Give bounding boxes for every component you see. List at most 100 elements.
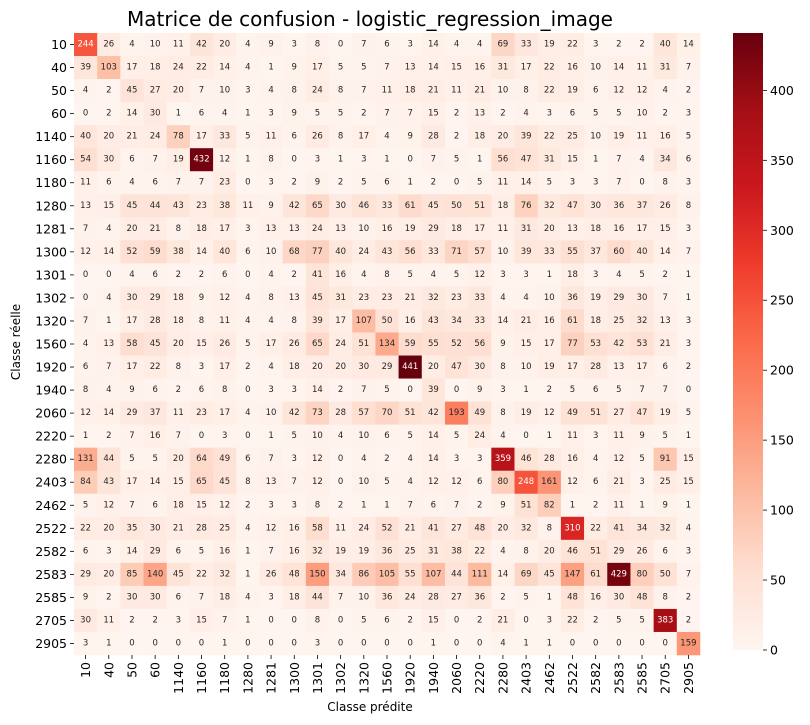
heatmap-cell: [329, 217, 353, 241]
heatmap-cell: [189, 171, 214, 195]
heatmap-cell: [560, 33, 585, 57]
heatmap-cell: [213, 102, 237, 126]
cell-value: 22: [544, 132, 555, 142]
cell-value: 4: [361, 270, 366, 280]
heatmap-cell: [189, 424, 214, 448]
cell-value: 27: [150, 86, 161, 96]
heatmap-cell: [653, 33, 678, 57]
heatmap-cell: [120, 562, 144, 587]
heatmap-cell: [375, 447, 399, 472]
x-tick-label: 2280: [495, 662, 510, 694]
heatmap-cell: [352, 539, 376, 564]
heatmap-cell: [653, 79, 678, 103]
heatmap-cell: [166, 217, 191, 241]
heatmap-cell: [120, 217, 144, 241]
heatmap-cell: [560, 447, 585, 472]
heatmap-cell: [468, 102, 492, 126]
heatmap-cell: [514, 33, 539, 57]
heatmap-cell: [120, 79, 144, 103]
heatmap-cell: [421, 148, 446, 172]
heatmap-cell: [444, 355, 469, 379]
cell-value: 8: [176, 224, 181, 234]
cell-value: 6: [384, 178, 389, 188]
chart-title: Matrice de confusion - logistic_regressi…: [127, 7, 613, 31]
cell-value: 25: [567, 132, 578, 142]
cell-value: 4: [129, 270, 134, 280]
heatmap-cell: [444, 263, 469, 287]
y-tick-label: 1301: [35, 267, 67, 282]
cell-value: 4: [639, 155, 644, 165]
cell-value: 20: [103, 132, 114, 142]
heatmap-cell: [143, 516, 168, 541]
heatmap-cell: [444, 631, 469, 656]
cell-value: 6: [152, 500, 157, 510]
heatmap-cell: [444, 493, 469, 518]
heatmap-cell: [282, 125, 307, 149]
heatmap-cell: [329, 401, 353, 425]
heatmap-cell: [630, 309, 654, 333]
cell-value: 0: [361, 638, 366, 648]
cell-value: 20: [428, 362, 439, 372]
cell-value: 16: [544, 316, 555, 326]
cell-value: 14: [683, 40, 694, 50]
heatmap-cell: [352, 516, 376, 541]
cell-value: 4: [245, 63, 250, 73]
cell-value: 1: [686, 270, 691, 280]
cell-value: 7: [431, 155, 436, 165]
heatmap-cell: [305, 355, 330, 379]
cell-value: 3: [268, 385, 273, 395]
cell-value: 9: [83, 592, 88, 602]
heatmap-cell: [560, 424, 585, 448]
heatmap-cell: [444, 240, 469, 264]
heatmap-cells: 244 26 4 10 11 42 20 4 9 3 8 0 7 6 3 14 4 4 69 33 19 22 3 2 2 40 1…: [74, 33, 701, 656]
cell-value: 31: [335, 293, 346, 303]
cell-value: 4: [268, 86, 273, 96]
cell-value: 23: [196, 201, 207, 211]
cell-value: 34: [335, 569, 346, 579]
cell-value: 12: [312, 454, 323, 464]
cell-value: 47: [521, 155, 532, 165]
heatmap-cell: [236, 585, 260, 610]
heatmap-cell: [143, 424, 168, 448]
heatmap-cell: [236, 631, 260, 656]
cell-value: 2: [686, 592, 691, 602]
y-tick-label: 1180: [35, 175, 67, 190]
cell-value: 4: [500, 546, 505, 556]
cell-value: 3: [315, 638, 320, 648]
heatmap-cell: [607, 378, 631, 402]
cell-value: 32: [428, 293, 439, 303]
cell-value: 26: [219, 339, 230, 349]
cell-value: 5: [663, 431, 668, 441]
cell-value: 6: [245, 247, 250, 257]
heatmap-cell: [282, 355, 307, 379]
heatmap-cell: [491, 56, 515, 80]
heatmap-cell: [398, 56, 423, 80]
heatmap-cell: [444, 286, 469, 310]
heatmap-cell: [676, 286, 701, 310]
heatmap-cell: [352, 217, 376, 241]
cell-value: 10: [358, 431, 369, 441]
cell-value: 22: [196, 569, 207, 579]
heatmap-cell: [584, 56, 608, 80]
heatmap-cell: [398, 447, 423, 472]
cell-value: 38: [173, 247, 184, 257]
cell-value: 5: [593, 109, 598, 119]
cell-value: 7: [268, 546, 273, 556]
cell-value: 36: [567, 293, 578, 303]
heatmap-cell: [282, 33, 307, 57]
cell-value: 147: [564, 569, 580, 579]
cell-value: 6: [570, 109, 575, 119]
heatmap-cell: [444, 539, 469, 564]
y-tick-label: 1281: [35, 221, 67, 236]
cell-value: 2: [245, 500, 250, 510]
heatmap-cell: [305, 378, 330, 402]
heatmap-cell: [259, 309, 283, 333]
cell-value: 1: [222, 638, 227, 648]
heatmap-cell: [143, 194, 168, 218]
cell-value: 1: [523, 385, 528, 395]
cell-value: 4: [361, 454, 366, 464]
cell-value: 1: [384, 155, 389, 165]
cell-value: 20: [498, 523, 509, 533]
cell-value: 10: [312, 431, 323, 441]
cell-value: 18: [150, 63, 161, 73]
